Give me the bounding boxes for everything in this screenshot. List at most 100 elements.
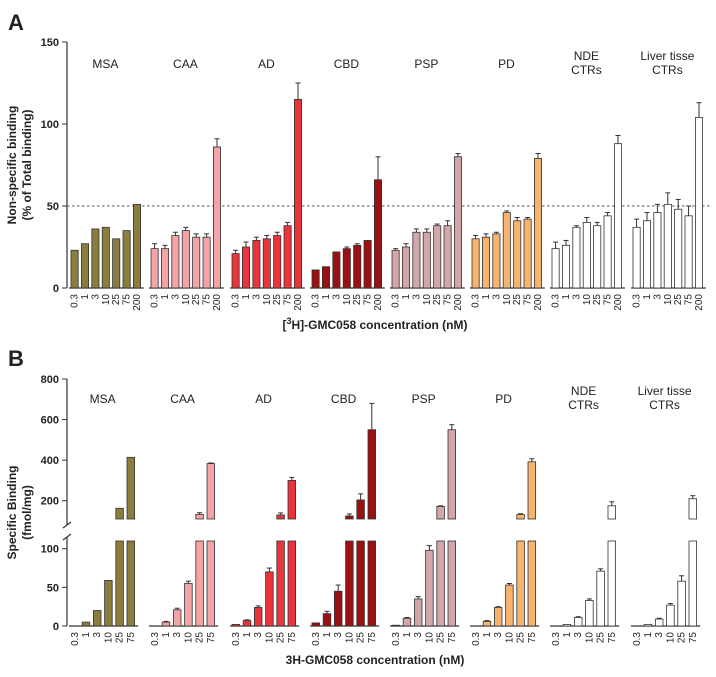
bar <box>425 549 434 627</box>
x-tick-label: 10 <box>502 294 513 306</box>
bar <box>342 248 351 289</box>
x-tick-label: 0.3 <box>471 294 482 308</box>
x-tick-label: 1 <box>643 632 654 638</box>
x-tick-label: 1 <box>81 632 92 638</box>
bar <box>373 179 382 289</box>
bar <box>81 243 90 289</box>
x-tick-label: 200 <box>132 294 143 311</box>
bar <box>551 248 560 289</box>
bar <box>603 215 612 289</box>
x-tick-label: 75 <box>206 632 217 644</box>
y-axis-label: Non-specific binding <box>5 106 19 225</box>
y-tick-label: 50 <box>47 201 59 213</box>
x-tick-label: 200 <box>613 294 624 311</box>
x-tick-label: 3 <box>170 294 181 300</box>
bar <box>311 622 320 627</box>
bar <box>104 580 113 627</box>
bar <box>502 212 511 289</box>
bar <box>607 540 616 627</box>
bar <box>391 624 400 627</box>
group-label: CTRs <box>649 398 680 412</box>
bar <box>202 236 211 289</box>
axis-break-mark <box>62 521 72 529</box>
bar <box>643 624 653 627</box>
x-tick-label: 10 <box>663 294 674 306</box>
bar <box>276 514 285 520</box>
panel-a: A 0 50 100 150 Non-specific binding (% of Tota… <box>5 10 710 332</box>
x-tick-label: 75 <box>443 294 454 306</box>
x-tick-label: 25 <box>512 294 523 306</box>
bar <box>443 225 452 289</box>
x-tick-label: 25 <box>356 632 367 644</box>
bar <box>677 580 686 627</box>
x-tick-label: 0.3 <box>311 632 322 646</box>
bar <box>231 253 240 289</box>
bar <box>181 230 190 289</box>
group-label: MSA <box>92 57 118 71</box>
x-tick-label: 0.3 <box>391 294 402 308</box>
bar <box>593 225 602 289</box>
bar <box>663 203 672 289</box>
bar <box>195 513 204 520</box>
bar <box>91 228 100 289</box>
x-tick-label: 0.3 <box>551 294 562 308</box>
group-label: PD <box>495 392 512 406</box>
x-tick-label: 75 <box>287 632 298 644</box>
x-tick-label: 1 <box>401 294 412 300</box>
bar <box>401 246 410 289</box>
bar <box>345 515 354 520</box>
x-tick-label: 75 <box>688 632 699 644</box>
x-tick-label: 75 <box>367 632 378 644</box>
x-tick-label: 25 <box>191 294 202 306</box>
x-tick-label: 75 <box>523 294 534 306</box>
bar <box>607 505 616 520</box>
bar <box>666 604 675 627</box>
bar <box>436 540 445 627</box>
bar <box>206 540 215 627</box>
x-tick-label: 1 <box>322 632 333 638</box>
bar <box>184 583 193 627</box>
x-tick-label: 25 <box>276 632 287 644</box>
panel-letter: A <box>8 10 24 35</box>
y-axis-label: (% of Total binding) <box>20 109 34 220</box>
x-tick-label: 200 <box>212 294 223 311</box>
bar <box>126 456 135 520</box>
x-tick-label: 75 <box>363 294 374 306</box>
x-tick-label: 10 <box>584 632 595 644</box>
bar <box>276 540 285 627</box>
bar <box>674 208 683 289</box>
bar <box>322 613 332 627</box>
x-tick-label: 10 <box>181 294 192 306</box>
x-tick-label: 10 <box>342 294 353 306</box>
x-tick-label: 200 <box>533 294 544 311</box>
bar <box>321 266 330 289</box>
y-tick-label: 400 <box>41 455 59 467</box>
x-tick-label: 1 <box>241 294 252 300</box>
group-label: PSP <box>412 392 436 406</box>
bar <box>534 158 543 289</box>
group-label: CAA <box>170 392 195 406</box>
x-tick-label: 0.3 <box>311 294 322 308</box>
group-label: NDE <box>574 49 599 63</box>
group-label: MSA <box>90 392 116 406</box>
x-tick-label: 0.3 <box>231 294 242 308</box>
bar <box>493 607 503 627</box>
group-label: Liver tisse <box>638 384 692 398</box>
bar <box>447 540 456 627</box>
x-tick-label: 1 <box>242 632 253 638</box>
panel-letter: B <box>8 346 24 371</box>
x-tick-label: 10 <box>582 294 593 306</box>
y-tick-label: 100 <box>41 544 59 556</box>
bar <box>527 540 536 627</box>
x-tick-label: 1 <box>321 294 332 300</box>
x-tick-label: 0.3 <box>551 632 562 646</box>
bar <box>353 244 362 289</box>
x-axis-label-prefix: [ <box>282 318 286 332</box>
bar <box>684 215 693 289</box>
bar <box>527 461 536 520</box>
x-tick-label: 10 <box>103 632 114 644</box>
bar <box>212 146 221 289</box>
y-axis-label: Specific Binding <box>5 465 19 559</box>
bar <box>523 218 532 289</box>
